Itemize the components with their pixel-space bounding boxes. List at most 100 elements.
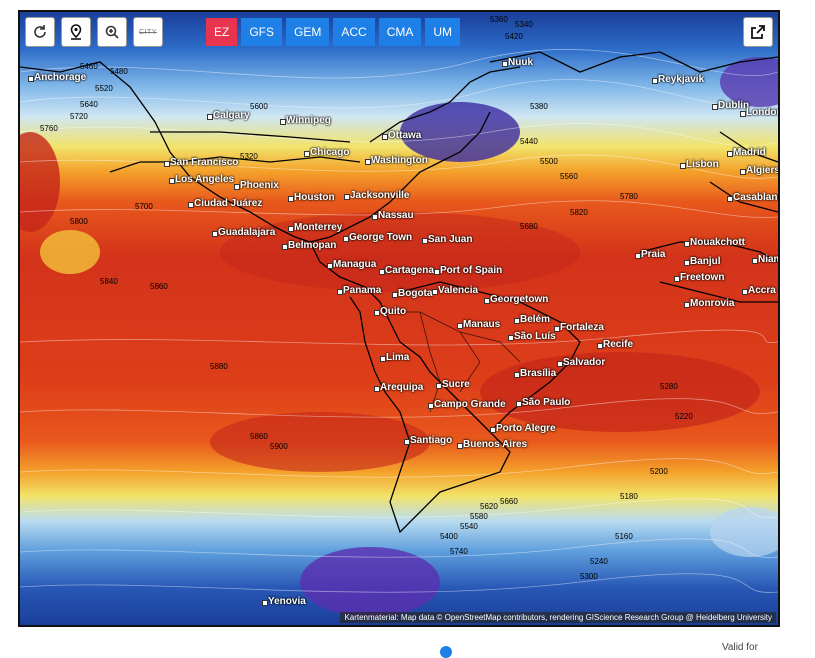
city-label: Guadalajara [211, 227, 276, 238]
city-label: George Town [342, 232, 413, 243]
map-attribution: Kartenmaterial: Map data © OpenStreetMap… [340, 612, 776, 623]
isoline-label: 5880 [210, 362, 228, 371]
isoline-label: 5460 [80, 62, 98, 71]
city-label: Georgetown [483, 294, 549, 305]
isoline-label: 5560 [560, 172, 578, 181]
zoom-button[interactable] [97, 17, 127, 47]
city-label: Anchorage [27, 72, 87, 83]
isoline-label: 5520 [95, 84, 113, 93]
isoline-label: 5800 [70, 217, 88, 226]
city-label: Ciudad Juárez [187, 198, 263, 209]
city-label: Cartagena [379, 265, 434, 276]
city-label: Nouakchott [684, 237, 745, 248]
isoline-label: 5180 [620, 492, 638, 501]
city-label: Port of Spain [433, 265, 503, 276]
city-label: Fortaleza [554, 322, 604, 333]
model-button-gfs[interactable]: GFS [241, 18, 283, 46]
city-label: Chicago [303, 147, 350, 158]
city-label: Arequipa [373, 382, 424, 393]
city-label: Nuuk [502, 57, 533, 68]
isoline-label: 5380 [530, 102, 548, 111]
city-label: Campo Grande [428, 399, 506, 410]
city-label: Dublin [711, 100, 750, 111]
map-frame[interactable]: CITY EZ GFS GEM ACC CMA UM Anchorage Calgary Wi… [18, 10, 780, 627]
city-label: Banjul [684, 256, 721, 267]
isoline-label: 5900 [270, 442, 288, 451]
isoline-label: 5700 [135, 202, 153, 211]
isoline-label: 5420 [505, 32, 523, 41]
city-label: San Francisco [163, 157, 239, 168]
model-button-cma[interactable]: CMA [378, 18, 422, 46]
city-label: Houston [288, 192, 335, 203]
isoline-label: 5440 [520, 137, 538, 146]
city-label: Sucre [436, 379, 470, 390]
city-label: Bogota [391, 288, 433, 299]
isoline-label: 5740 [450, 547, 468, 556]
city-label: Panama [336, 285, 382, 296]
info-icon[interactable] [440, 646, 452, 658]
isoline-label: 5860 [150, 282, 168, 291]
city-label: Manaus [456, 319, 501, 330]
city-label: Freetown [673, 272, 725, 283]
city-label: Phoenix [234, 180, 279, 191]
isoline-label: 5580 [470, 512, 488, 521]
isoline-label: 5760 [40, 124, 58, 133]
city-label: Monterrey [287, 222, 343, 233]
isoline-label: 5780 [620, 192, 638, 201]
reload-icon [34, 25, 46, 38]
city-label: Valencia [431, 285, 479, 296]
city-label: Lisbon [680, 159, 719, 170]
share-icon [751, 25, 765, 39]
city-label: Monrovia [683, 298, 735, 309]
geopotential-map[interactable] [20, 12, 778, 625]
city-label: Brasília [513, 368, 557, 379]
city-toggle-button[interactable]: CITY [133, 17, 163, 47]
isoline-label: 5540 [460, 522, 478, 531]
isoline-label: 5300 [580, 572, 598, 581]
isoline-label: 5360 [490, 15, 508, 24]
isoline-label: 5660 [500, 497, 518, 506]
city-label: San Juan [421, 234, 473, 245]
city-label: Santiago [403, 435, 453, 446]
model-button-gem[interactable]: GEM [286, 18, 330, 46]
isoline-label: 5820 [570, 208, 588, 217]
model-button-ez[interactable]: EZ [206, 18, 238, 46]
isoline-label: 5240 [590, 557, 608, 566]
isoline-label: 5600 [250, 102, 268, 111]
isoline-label: 5680 [520, 222, 538, 231]
valid-for-label: Valid for [722, 642, 758, 653]
city-label: Managua [326, 259, 377, 270]
share-button[interactable] [743, 17, 773, 47]
city-label: Jacksonville [343, 190, 410, 201]
model-button-acc[interactable]: ACC [333, 18, 375, 46]
model-button-um[interactable]: UM [425, 18, 461, 46]
city-label: Washington [365, 155, 428, 166]
model-selector: EZ GFS GEM ACC CMA UM [206, 18, 461, 46]
isoline-label: 5620 [480, 502, 498, 511]
city-label: London [740, 107, 778, 118]
city-label: Porto Alegre [490, 423, 556, 434]
isoline-label: 5480 [110, 67, 128, 76]
zoom-icon [105, 25, 119, 39]
location-button[interactable] [61, 17, 91, 47]
reload-button[interactable] [25, 17, 55, 47]
city-label: São Paulo [515, 397, 571, 408]
location-pin-icon [70, 24, 82, 40]
city-label: Casablanca [727, 192, 778, 203]
isoline-label: 5320 [240, 152, 258, 161]
city-label: Accra [742, 285, 776, 296]
city-label: Algiers [740, 165, 780, 176]
city-label: Belém [513, 314, 551, 325]
city-label: Recife [596, 339, 634, 350]
isoline-label: 5340 [515, 20, 533, 29]
isoline-label: 5400 [440, 532, 458, 541]
city-label: Niamey [752, 254, 778, 265]
isoline-label: 5840 [100, 277, 118, 286]
isoline-label: 5860 [250, 432, 268, 441]
isoline-label: 5500 [540, 157, 558, 166]
city-label: Yenovia [262, 596, 306, 607]
city-label: Lima [379, 352, 410, 363]
isoline-label: 5200 [650, 467, 668, 476]
city-label: São Luís [508, 331, 556, 342]
city-label: Ottawa [381, 130, 422, 141]
